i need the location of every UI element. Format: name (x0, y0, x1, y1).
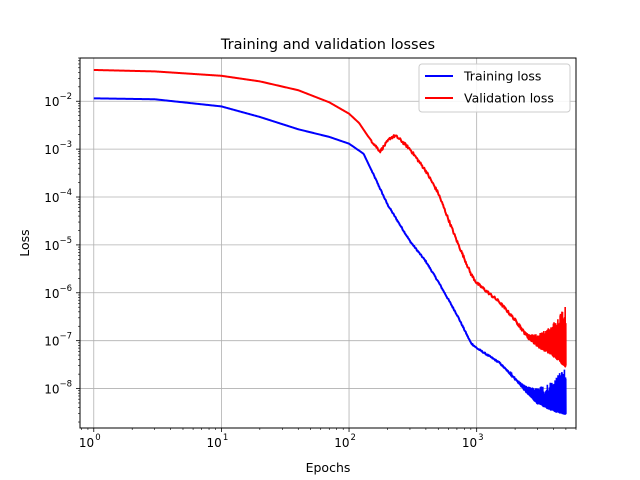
y-axis-label: Loss (17, 229, 32, 256)
y-tick-label: 10−7 (44, 332, 72, 349)
legend-box (418, 63, 571, 113)
series-noise-training (498, 361, 567, 414)
legend-label: Training loss (463, 69, 541, 84)
y-tick-label: 10−4 (44, 188, 72, 205)
axes-frame (79, 57, 577, 429)
chart-title: Training and validation losses (220, 37, 435, 53)
legend: Training loss Validation loss (418, 63, 571, 113)
y-tick-label: 10−2 (44, 92, 72, 109)
y-tick-label: 10−6 (44, 284, 72, 301)
y-tick-label: 10−8 (44, 380, 72, 397)
x-axis-label: Epochs (306, 460, 351, 475)
y-tick-label: 10−3 (44, 140, 72, 157)
series-line-training (93, 97, 567, 415)
legend-label: Validation loss (464, 91, 554, 106)
y-tick-label: 10−5 (44, 236, 72, 253)
series-line-validation (93, 68, 567, 368)
series-noise-validation (514, 306, 567, 366)
plot-lines (93, 68, 567, 415)
